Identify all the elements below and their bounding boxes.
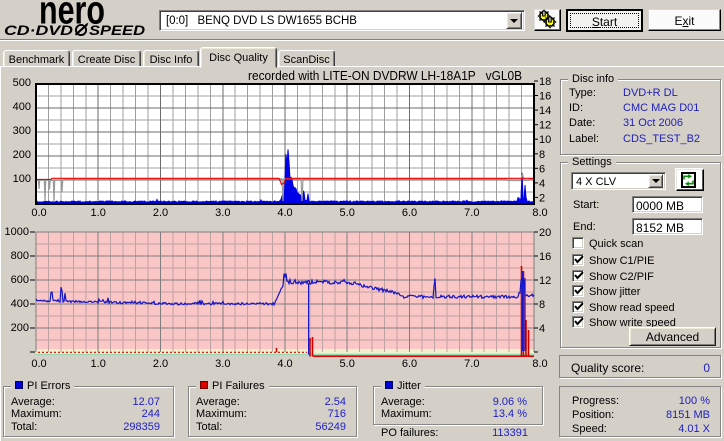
svg-text:recorded with LITE-ON DVDRW LH: recorded with LITE-ON DVDRW LH-18A1P vGL… [248,69,522,83]
svg-text:6.0: 6.0 [402,207,417,219]
svg-text:100: 100 [13,173,31,185]
svg-text:7.0: 7.0 [464,358,479,370]
svg-text:6: 6 [539,163,545,175]
svg-text:14: 14 [539,105,551,117]
svg-text:5.0: 5.0 [340,207,355,219]
svg-text:2.0: 2.0 [153,207,168,219]
svg-text:4.0: 4.0 [277,207,292,219]
svg-text:1000: 1000 [5,226,29,238]
svg-text:0.0: 0.0 [31,207,46,219]
svg-text:8.0: 8.0 [532,358,547,370]
svg-text:4: 4 [539,323,545,335]
svg-text:4.0: 4.0 [277,358,292,370]
svg-text:8: 8 [539,149,545,161]
svg-text:20: 20 [539,227,551,239]
svg-text:2: 2 [539,192,545,204]
svg-text:12: 12 [539,275,551,287]
svg-text:300: 300 [13,125,31,137]
svg-text:8.0: 8.0 [532,207,547,219]
svg-text:7.0: 7.0 [464,207,479,219]
svg-text:3.0: 3.0 [215,207,230,219]
svg-text:600: 600 [11,274,29,286]
svg-text:3.0: 3.0 [215,358,230,370]
svg-text:nero: nero [39,0,105,33]
svg-text:200: 200 [11,322,29,334]
svg-text:1.0: 1.0 [91,358,106,370]
svg-text:SPEED: SPEED [89,22,145,38]
svg-text:2.0: 2.0 [153,358,168,370]
svg-text:6.0: 6.0 [402,358,417,370]
svg-text:18: 18 [539,76,551,88]
svg-text:8: 8 [539,299,545,311]
svg-text:400: 400 [13,101,31,113]
svg-text:5.0: 5.0 [340,358,355,370]
svg-text:4: 4 [539,178,545,190]
svg-text:1.0: 1.0 [91,207,106,219]
svg-text:10: 10 [539,134,551,146]
svg-text:200: 200 [13,149,31,161]
svg-text:0.0: 0.0 [31,358,46,370]
svg-text:400: 400 [11,298,29,310]
svg-text:CD·DVD: CD·DVD [4,22,73,38]
svg-text:500: 500 [13,77,31,89]
svg-text:12: 12 [539,120,551,132]
svg-text:16: 16 [539,91,551,103]
svg-text:800: 800 [11,250,29,262]
svg-text:16: 16 [539,251,551,263]
